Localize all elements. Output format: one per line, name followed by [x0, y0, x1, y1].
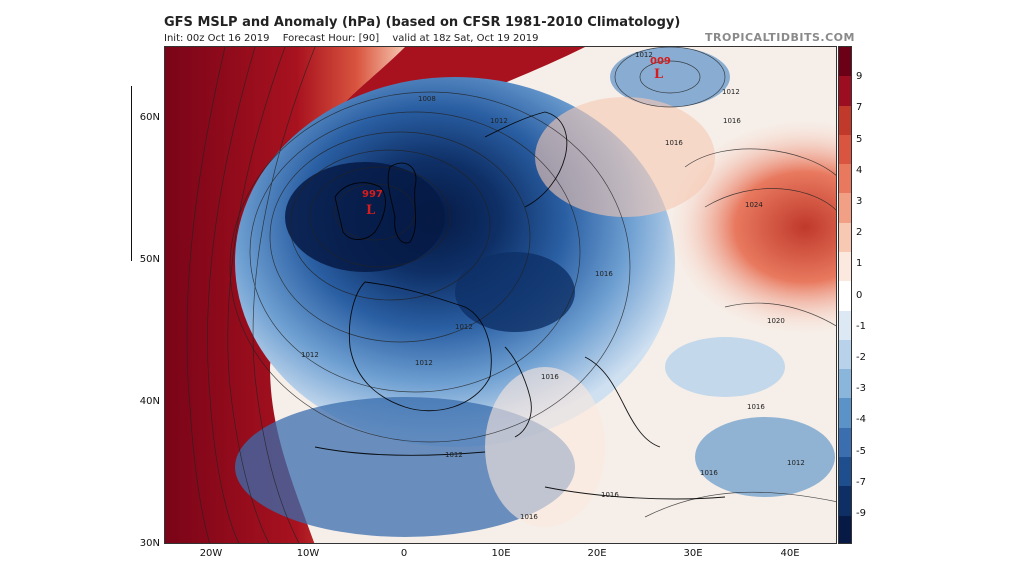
colorbar-label: -4 — [856, 414, 866, 425]
lon-label-20w: 20W — [199, 548, 223, 559]
colorbar-segment — [839, 134, 851, 165]
forecast-hour: Forecast Hour: [90] — [282, 33, 380, 44]
svg-text:1012: 1012 — [445, 451, 463, 459]
colorbar-label: 4 — [856, 165, 863, 176]
map-title: GFS MSLP and Anomaly (hPa) (based on CFS… — [164, 15, 681, 30]
valid-time: valid at 18z Sat, Oct 19 2019 — [392, 33, 539, 44]
page-scroll-marker — [131, 86, 132, 261]
north-high-anomaly — [305, 47, 585, 187]
colorbar-segment — [839, 486, 851, 516]
svg-text:1016: 1016 — [747, 403, 765, 411]
lon-label-10w: 10W — [296, 548, 320, 559]
low-pressure-icon: L — [366, 203, 375, 218]
colorbar-segment — [839, 515, 851, 543]
low-center-997: 997 L — [362, 189, 383, 218]
isobar-labels: 1008 1012 1012 1016 1016 1012 1016 1012 … — [301, 51, 805, 521]
init-time: Init: 00z Oct 16 2019 — [164, 33, 270, 44]
colorbar-label: -1 — [856, 321, 866, 332]
lat-label-30n: 30N — [139, 538, 160, 549]
svg-text:1008: 1008 — [418, 95, 436, 103]
svg-text:1012: 1012 — [787, 459, 805, 467]
coastlines — [314, 111, 726, 500]
lon-label-10e: 10E — [491, 548, 511, 559]
map-panel: 997 L 009 L 1008 1012 1012 1016 1016 101… — [164, 46, 837, 544]
colorbar-label: 2 — [856, 227, 863, 238]
low-center-value: 009 — [650, 56, 671, 67]
colorbar-label: -7 — [856, 477, 866, 488]
svg-text:1016: 1016 — [665, 139, 683, 147]
colorbar-label: 9 — [856, 71, 863, 82]
colorbar-segment — [839, 398, 851, 428]
svg-text:1012: 1012 — [301, 351, 319, 359]
colorbar-segment — [839, 427, 851, 457]
low-center-009: 009 L — [650, 56, 671, 82]
colorbar-label: 3 — [856, 196, 863, 207]
lat-label-50n: 50N — [139, 254, 160, 265]
lon-label-20e: 20E — [587, 548, 607, 559]
colorbar-segment — [839, 281, 851, 311]
colorbar-label: 1 — [856, 258, 863, 269]
colorbar-label: -9 — [856, 508, 866, 519]
colorbar-segment — [839, 310, 851, 340]
colorbar-segment — [839, 339, 851, 370]
lon-label-30e: 30E — [683, 548, 703, 559]
colorbar-segment — [839, 456, 851, 487]
low-pressure-icon: L — [654, 67, 663, 82]
brand-watermark: TROPICALTIDBITS.COM — [705, 31, 855, 44]
colorbar-segment — [839, 193, 851, 223]
colorbar-segment — [839, 76, 851, 106]
anomaly-map: 997 L 009 L 1008 1012 1012 1016 1016 101… — [165, 47, 836, 543]
colorbar-label: 5 — [856, 134, 863, 145]
lat-label-40n: 40N — [139, 396, 160, 407]
colorbar-label: 0 — [856, 290, 863, 301]
colorbar-segment — [839, 105, 851, 135]
svg-text:1016: 1016 — [520, 513, 538, 521]
svg-text:1020: 1020 — [767, 317, 785, 325]
svg-text:1012: 1012 — [635, 51, 653, 59]
colorbar-label: 7 — [856, 102, 863, 113]
svg-text:1012: 1012 — [455, 323, 473, 331]
colorbar-segment — [839, 164, 851, 194]
low-center-value: 997 — [362, 189, 383, 200]
lon-label-40e: 40E — [780, 548, 800, 559]
map-subtitle: Init: 00z Oct 16 2019 Forecast Hour: [90… — [164, 33, 548, 44]
colorbar-segment — [839, 251, 851, 282]
anomaly-colorbar — [838, 46, 852, 544]
isobars — [186, 47, 836, 543]
svg-text:1012: 1012 — [722, 88, 740, 96]
colorbar-segment — [839, 222, 851, 252]
colorbar-segment — [839, 47, 851, 77]
svg-text:1012: 1012 — [415, 359, 433, 367]
svg-text:1016: 1016 — [601, 491, 619, 499]
colorbar-label: -2 — [856, 352, 866, 363]
lon-label-0: 0 — [400, 548, 408, 559]
lat-label-60n: 60N — [139, 112, 160, 123]
svg-text:1016: 1016 — [595, 270, 613, 278]
colorbar-label: -5 — [856, 446, 866, 457]
colorbar-label: -3 — [856, 383, 866, 394]
colorbar-segment — [839, 369, 851, 399]
svg-text:1016: 1016 — [541, 373, 559, 381]
svg-text:1024: 1024 — [745, 201, 763, 209]
svg-text:1012: 1012 — [490, 117, 508, 125]
svg-text:1016: 1016 — [700, 469, 718, 477]
svg-text:1016: 1016 — [723, 117, 741, 125]
